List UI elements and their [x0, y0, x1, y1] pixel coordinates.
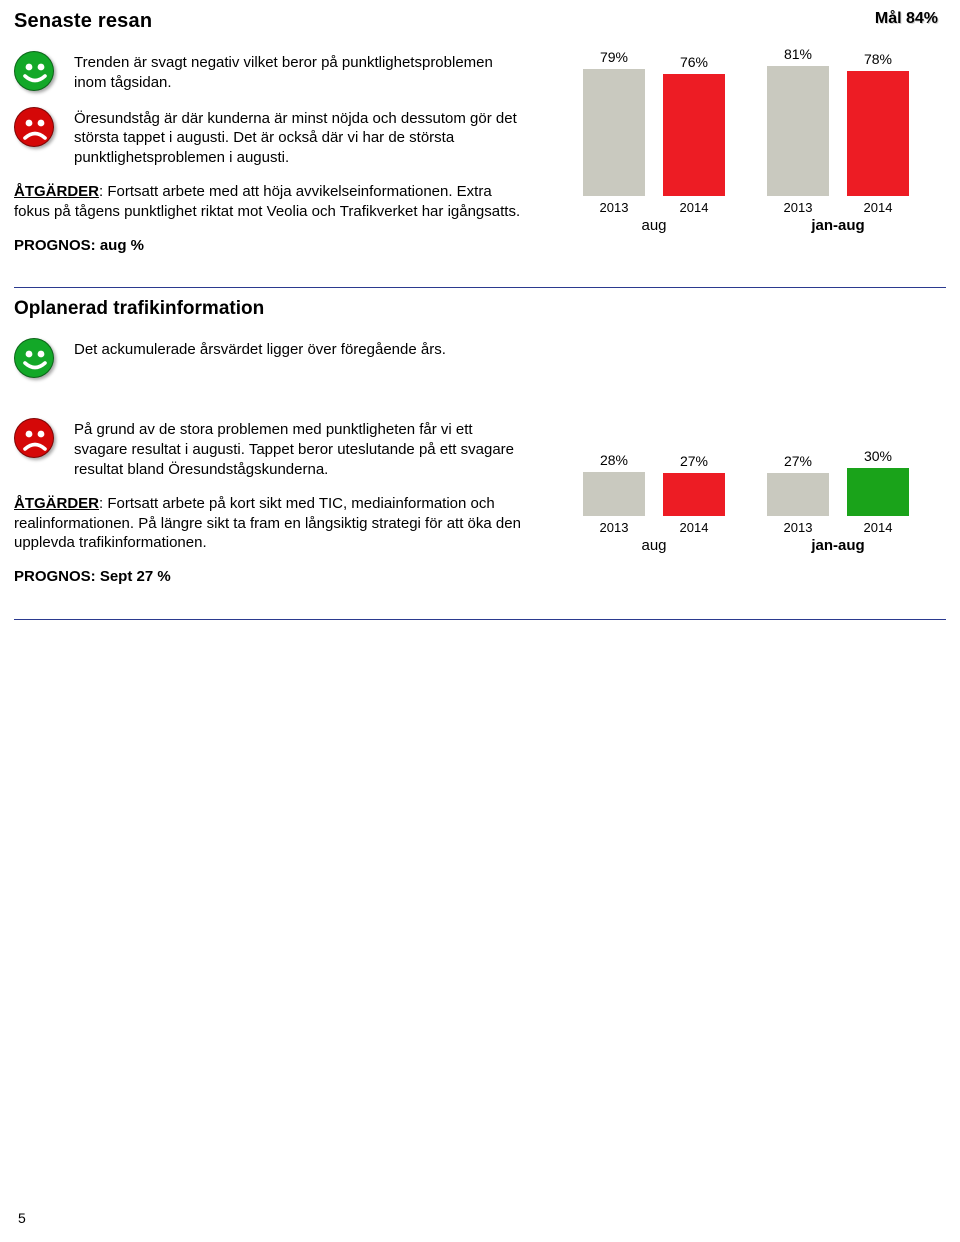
section-senaste-resan: Senaste resan Trenden är svagt negativ v…: [14, 8, 946, 288]
frown-icon: [14, 107, 54, 147]
section2-right: 28% 2013 27% 2014 27% 2013 30% 2014 aug jan-aug: [534, 288, 946, 619]
chart-group-labels: aug jan-aug: [546, 217, 946, 234]
smile-icon: [14, 338, 54, 378]
section1-red-text: Öresundståg är där kunderna är minst nöj…: [74, 107, 522, 168]
bar-year-label: 2013: [784, 520, 813, 535]
chart-group: 28% 2013 27% 2014: [583, 448, 725, 535]
bar-unit: 28% 2013: [583, 452, 645, 536]
section1-prognos: PROGNOS: aug %: [14, 236, 522, 256]
section1-title: Senaste resan: [14, 10, 522, 33]
chart-group: 81% 2013 78% 2014: [767, 46, 909, 215]
page: Senaste resan Trenden är svagt negativ v…: [0, 0, 960, 1242]
section1-green-text: Trenden är svagt negativ vilket beror på…: [74, 51, 522, 93]
section2-green-text: Det ackumulerade årsvärdet ligger över f…: [74, 338, 446, 360]
bar: [663, 473, 725, 516]
section1-row-red: Öresundståg är där kunderna är minst nöj…: [14, 107, 522, 168]
bar: [847, 71, 909, 196]
section2-title: Oplanerad trafikinformation: [14, 298, 522, 320]
section1-left: Senaste resan Trenden är svagt negativ v…: [14, 8, 534, 287]
bar-unit: 81% 2013: [767, 46, 829, 215]
bar-unit: 78% 2014: [847, 51, 909, 215]
chart-group-label: jan-aug: [767, 537, 909, 554]
bar-unit: 30% 2014: [847, 448, 909, 535]
atgarder-label: ÅTGÄRDER: [14, 495, 99, 512]
chart-group-label: aug: [583, 217, 725, 234]
section2-left: Oplanerad trafikinformation Det ackumule…: [14, 288, 534, 619]
bar: [767, 66, 829, 196]
frown-icon: [14, 418, 54, 458]
bar-year-label: 2014: [864, 200, 893, 215]
section1-atgarder: ÅTGÄRDER: Fortsatt arbete med att höja a…: [14, 182, 522, 222]
chart-groups: 79% 2013 76% 2014 81% 2013 78% 2014: [546, 46, 946, 215]
bar-year-label: 2014: [680, 520, 709, 535]
chart-group: 79% 2013 76% 2014: [583, 46, 725, 215]
chart-senaste-resan: 79% 2013 76% 2014 81% 2013 78% 2014 aug jan-aug: [546, 46, 946, 234]
bar: [663, 74, 725, 196]
section2-red-text: På grund av de stora problemen med punkt…: [74, 418, 522, 479]
bar: [847, 468, 909, 516]
chart-oplanerad: 28% 2013 27% 2014 27% 2013 30% 2014 aug jan-aug: [546, 448, 946, 554]
chart-group: 27% 2013 30% 2014: [767, 448, 909, 535]
bar-value-label: 30%: [864, 448, 892, 464]
bar: [767, 473, 829, 516]
section2-atgarder: ÅTGÄRDER: Fortsatt arbete på kort sikt m…: [14, 494, 522, 553]
bar-unit: 76% 2014: [663, 54, 725, 215]
bar-value-label: 27%: [680, 453, 708, 469]
bar-year-label: 2014: [864, 520, 893, 535]
bar-unit: 27% 2013: [767, 453, 829, 535]
section-oplanerad: Oplanerad trafikinformation Det ackumule…: [14, 288, 946, 620]
section2-prognos: PROGNOS: Sept 27 %: [14, 567, 522, 587]
bar-year-label: 2013: [784, 200, 813, 215]
bar-value-label: 78%: [864, 51, 892, 67]
section2-row-green: Det ackumulerade årsvärdet ligger över f…: [14, 338, 522, 378]
page-number: 5: [18, 1210, 26, 1226]
chart-groups: 28% 2013 27% 2014 27% 2013 30% 2014: [546, 448, 946, 535]
bar-value-label: 27%: [784, 453, 812, 469]
bar: [583, 69, 645, 195]
section1-row-green: Trenden är svagt negativ vilket beror på…: [14, 51, 522, 93]
chart-group-label: jan-aug: [767, 217, 909, 234]
bar-value-label: 28%: [600, 452, 628, 468]
smile-icon: [14, 51, 54, 91]
atgarder-label: ÅTGÄRDER: [14, 183, 99, 200]
goal-label: Mål 84%: [875, 10, 938, 28]
chart-group-labels: aug jan-aug: [546, 537, 946, 554]
chart-group-label: aug: [583, 537, 725, 554]
bar-unit: 79% 2013: [583, 49, 645, 214]
spacer: [14, 392, 522, 418]
bar-value-label: 76%: [680, 54, 708, 70]
bar-year-label: 2013: [600, 200, 629, 215]
section1-right: Mål 84% 79% 2013 76% 2014 81% 2013 78% 2014 aug j…: [534, 8, 946, 287]
section2-row-red: På grund av de stora problemen med punkt…: [14, 418, 522, 479]
bar-year-label: 2013: [600, 520, 629, 535]
bar-year-label: 2014: [680, 200, 709, 215]
bar: [583, 472, 645, 517]
bar-unit: 27% 2014: [663, 453, 725, 535]
bar-value-label: 79%: [600, 49, 628, 65]
bar-value-label: 81%: [784, 46, 812, 62]
